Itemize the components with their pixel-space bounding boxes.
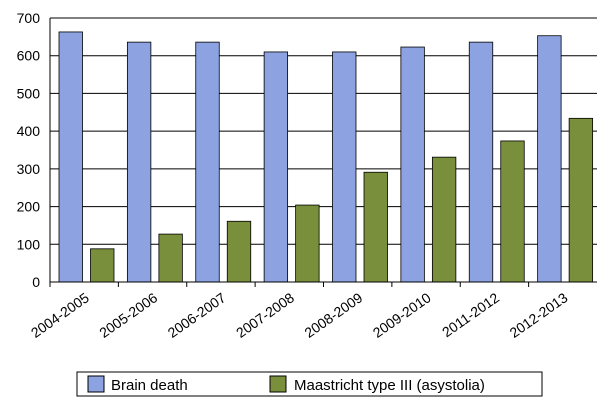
bar-maastricht <box>158 233 183 283</box>
y-tick-label: 200 <box>17 199 41 215</box>
x-tick-labels: 2004-2005 2005-2006 2006-2007 2007-2008 2008… <box>28 289 571 341</box>
x-tick-label: 2012-2013 <box>507 289 571 341</box>
bar-brain-death <box>468 41 494 283</box>
y-tick-label: 600 <box>17 48 41 64</box>
legend: Brain death Maastricht type III (asystol… <box>76 371 543 397</box>
x-tick-label: 2011-2012 <box>439 289 502 340</box>
x-tick-label: 2009-2010 <box>370 289 434 341</box>
x-tick-label: 2005-2006 <box>96 289 160 341</box>
bar-brain-death <box>126 41 152 283</box>
y-tick-label: 300 <box>17 161 41 177</box>
bar-brain-death <box>195 41 220 283</box>
legend-label-maastricht: Maastricht type III (asystolia) <box>294 377 485 394</box>
legend-box <box>76 371 543 397</box>
bar-maastricht <box>431 156 457 283</box>
bar-brain-death <box>400 46 425 283</box>
bar-brain-death <box>537 35 562 283</box>
x-tick-label: 2008-2009 <box>301 289 365 341</box>
bar-brain-death <box>332 51 357 283</box>
legend-swatch-brain-death <box>87 375 105 393</box>
y-tick-label: 700 <box>17 10 41 26</box>
y-tick-labels: 0 100 200 300 400 500 600 700 <box>17 10 41 290</box>
bar-maastricht <box>568 117 594 283</box>
bar-maastricht <box>295 204 320 283</box>
y-tick-label: 100 <box>17 236 41 252</box>
bar-maastricht <box>226 220 252 283</box>
bar-brain-death <box>58 31 83 283</box>
x-tick-label: 2006-2007 <box>165 289 229 341</box>
y-tick-label: 500 <box>17 85 41 101</box>
bar-maastricht <box>363 171 388 283</box>
x-tick-label: 2004-2005 <box>28 289 92 341</box>
y-tick-label: 0 <box>32 274 40 290</box>
bars <box>58 31 594 283</box>
y-tick-label: 400 <box>17 123 41 139</box>
bar-maastricht <box>90 248 115 283</box>
bar-maastricht <box>500 140 525 283</box>
x-tick-label: 2007-2008 <box>233 289 297 341</box>
bar-brain-death <box>263 51 289 283</box>
legend-swatch-maastricht <box>269 375 287 393</box>
axes <box>49 18 597 287</box>
legend-label-brain-death: Brain death <box>111 377 188 394</box>
